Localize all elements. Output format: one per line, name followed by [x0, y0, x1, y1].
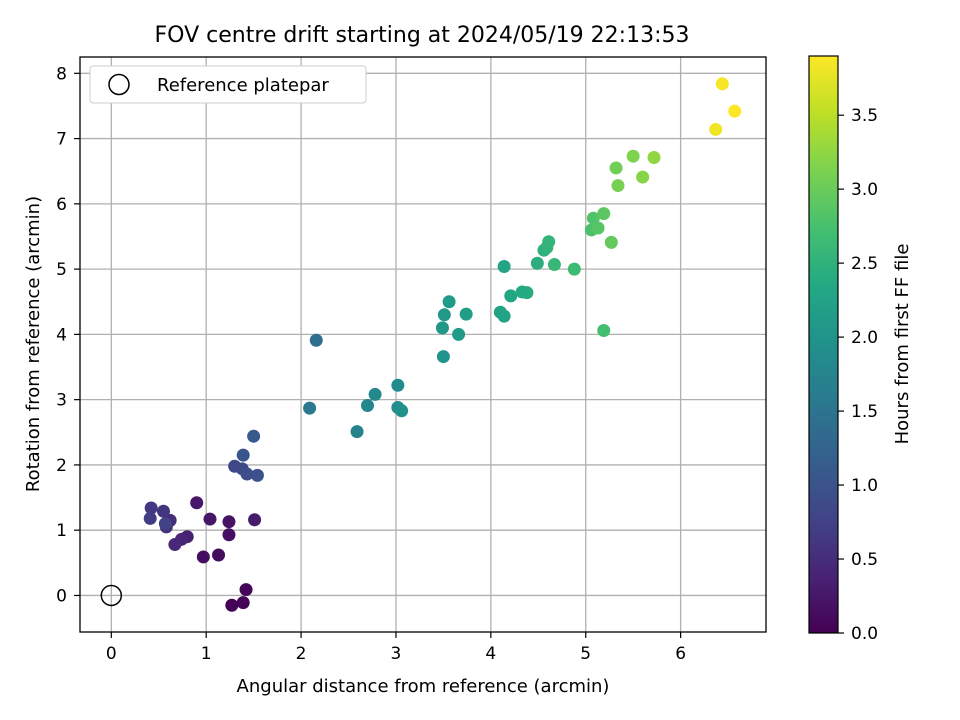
- data-point: [435, 321, 449, 335]
- data-point: [196, 550, 210, 564]
- data-point: [452, 327, 466, 341]
- y-tick-label: 5: [56, 260, 67, 280]
- x-tick-label: 0: [106, 644, 117, 664]
- data-point: [728, 104, 742, 118]
- x-tick-label: 2: [296, 644, 307, 664]
- data-point: [395, 404, 409, 418]
- data-point: [303, 401, 317, 415]
- colorbar-tick-label: 0.0: [851, 624, 878, 644]
- data-point: [626, 149, 640, 163]
- x-tick-label: 4: [485, 644, 496, 664]
- colorbar: 0.0 0.5 1.0 1.5 2.0 2.5 3.0 3.5 Hours from firs…: [808, 55, 913, 644]
- data-point: [368, 387, 382, 401]
- plot-area: 0 1 2 3 4 5 6 0 1 2 3 4 5 6 7 8: [56, 56, 767, 664]
- data-point: [247, 429, 261, 443]
- data-point: [309, 333, 323, 347]
- data-point: [542, 235, 556, 249]
- data-point: [144, 501, 158, 515]
- data-point: [212, 548, 226, 562]
- data-point: [547, 258, 561, 272]
- data-point: [715, 77, 729, 91]
- data-point: [604, 235, 618, 249]
- y-axis-ticks: 0 1 2 3 4 5 6 7 8: [56, 64, 80, 606]
- data-point: [709, 122, 723, 136]
- data-point: [225, 598, 239, 612]
- x-tick-label: 3: [391, 644, 402, 664]
- y-tick-label: 2: [56, 456, 67, 476]
- colorbar-tick-label: 3.5: [851, 106, 878, 126]
- data-point: [360, 399, 374, 413]
- data-point: [168, 538, 182, 552]
- data-point: [597, 323, 611, 337]
- data-point: [158, 517, 172, 531]
- y-tick-label: 4: [56, 325, 67, 345]
- data-point: [143, 511, 157, 525]
- chart-title: FOV centre drift starting at 2024/05/19 …: [155, 23, 690, 48]
- data-point: [530, 256, 544, 270]
- data-point: [437, 308, 451, 322]
- y-tick-label: 6: [56, 195, 67, 215]
- data-point: [586, 211, 600, 225]
- data-point: [222, 515, 236, 529]
- data-point: [236, 596, 250, 610]
- colorbar-ticks: 0.0 0.5 1.0 1.5 2.0 2.5 3.0 3.5: [838, 106, 878, 644]
- reference-platepar-marker: [100, 584, 123, 607]
- x-tick-label: 6: [675, 644, 686, 664]
- data-point: [436, 350, 450, 364]
- data-point: [240, 467, 254, 481]
- data-point: [248, 513, 262, 527]
- data-point: [239, 583, 253, 597]
- data-point: [236, 448, 250, 462]
- data-point: [203, 512, 217, 526]
- colorbar-tick-label: 0.5: [851, 550, 878, 570]
- data-point: [222, 528, 236, 542]
- y-tick-label: 3: [56, 391, 67, 411]
- colorbar-tick-label: 1.0: [851, 476, 878, 496]
- data-point: [350, 425, 364, 439]
- y-tick-label: 1: [56, 521, 67, 541]
- x-tick-label: 1: [201, 644, 212, 664]
- colorbar-tick-label: 2.5: [851, 254, 878, 274]
- data-point: [442, 295, 456, 309]
- y-axis-label: Rotation from reference (arcmin): [23, 196, 44, 492]
- x-axis-ticks: 0 1 2 3 4 5 6: [106, 632, 686, 664]
- data-point: [636, 170, 650, 184]
- data-point: [250, 468, 264, 482]
- x-tick-label: 5: [580, 644, 591, 664]
- data-point: [609, 161, 623, 175]
- y-tick-label: 8: [56, 64, 67, 84]
- legend-box: [89, 65, 367, 104]
- y-tick-label: 7: [56, 130, 67, 150]
- colorbar-tick-label: 2.0: [851, 328, 878, 348]
- data-point: [611, 179, 625, 193]
- data-point: [190, 496, 204, 510]
- legend: Reference platepar: [89, 65, 367, 104]
- data-point: [497, 309, 511, 323]
- legend-marker-icon: [108, 73, 130, 96]
- colorbar-gradient: [808, 55, 839, 634]
- legend-entry: Reference platepar: [157, 75, 329, 96]
- data-point: [597, 207, 611, 221]
- grid: [80, 57, 766, 632]
- colorbar-tick-label: 3.0: [851, 180, 878, 200]
- data-point: [497, 260, 511, 274]
- colorbar-tick-label: 1.5: [851, 402, 878, 422]
- data-point: [591, 221, 605, 235]
- data-point: [567, 262, 581, 276]
- y-tick-label: 0: [56, 586, 67, 606]
- data-point: [156, 504, 170, 518]
- data-point: [520, 286, 534, 300]
- colorbar-label: Hours from first FF file: [892, 244, 913, 445]
- plot-frame: [79, 56, 767, 633]
- data-point: [647, 151, 661, 165]
- x-axis-label: Angular distance from reference (arcmin): [237, 676, 610, 697]
- scatter-points: [143, 77, 742, 612]
- data-point: [459, 307, 473, 321]
- data-point: [504, 289, 518, 303]
- data-point: [391, 378, 405, 392]
